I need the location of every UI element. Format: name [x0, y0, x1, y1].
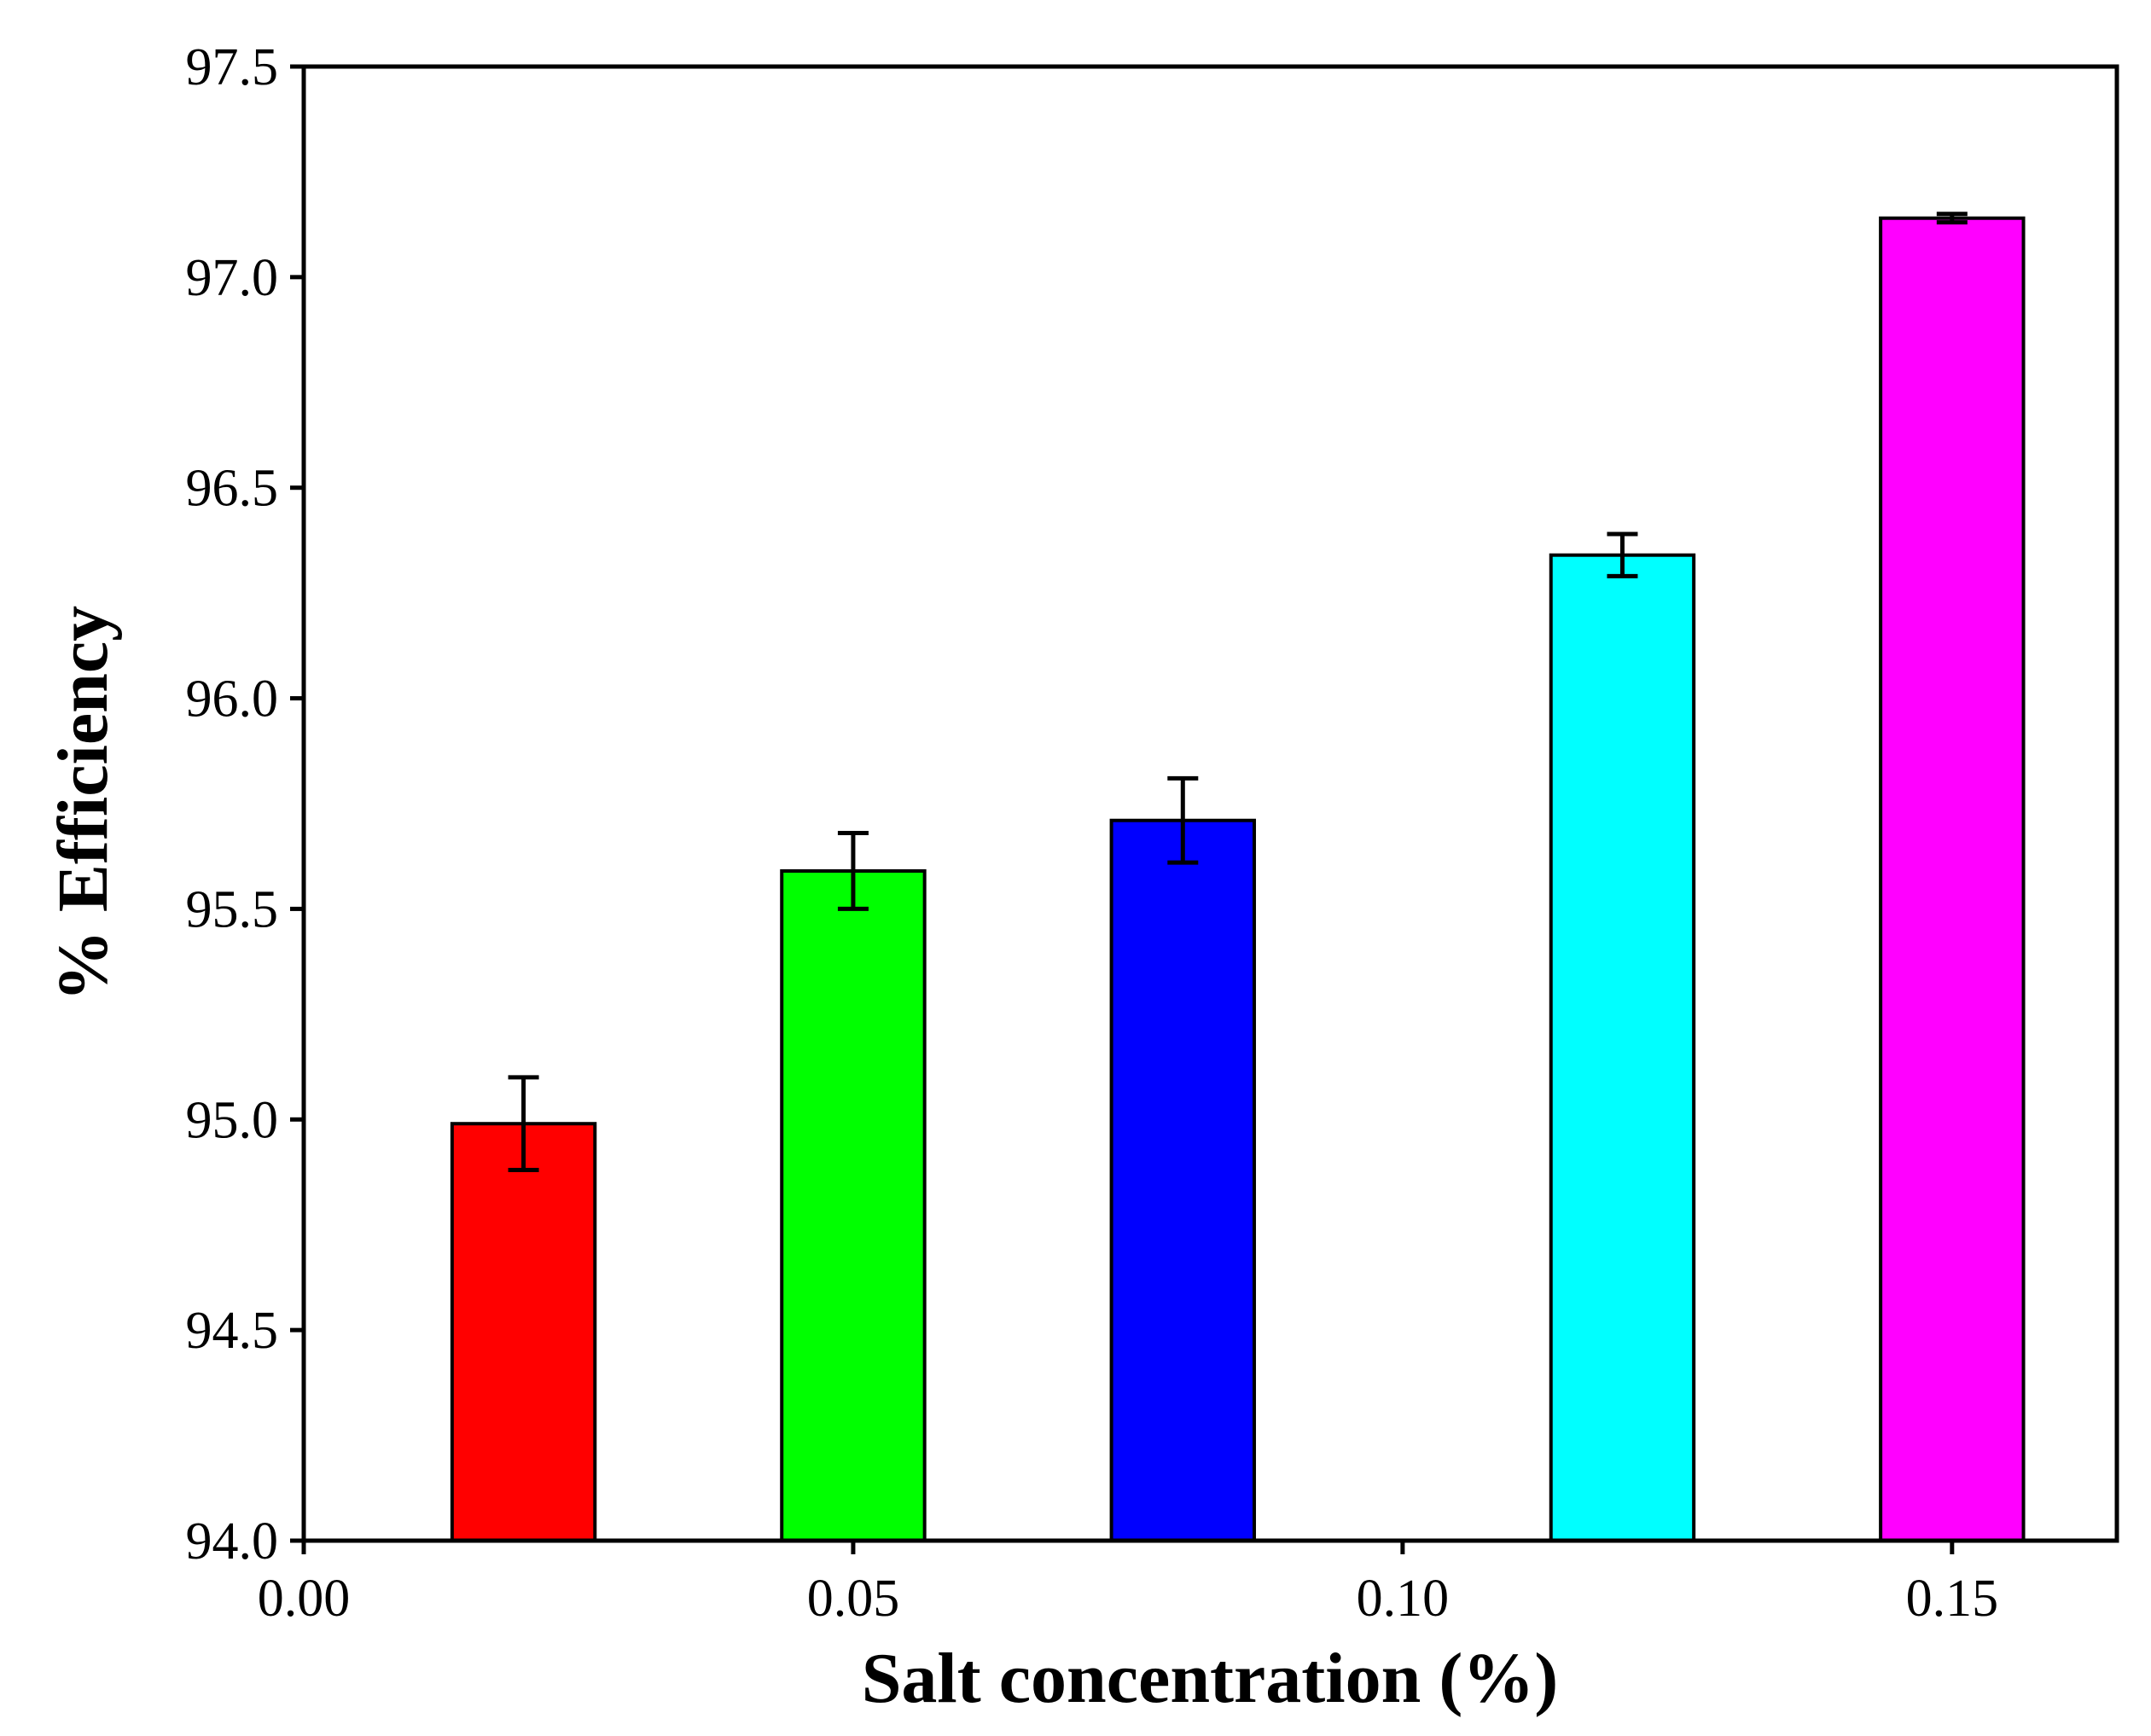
y-tick-label-8: 97.5	[186, 38, 279, 96]
x-tick-label-3: 0.10	[1357, 1570, 1450, 1628]
x-tick-label-4: 0.15	[1906, 1570, 1999, 1628]
y-tick-label-1: 94.0	[186, 1512, 279, 1571]
bar-2	[780, 868, 927, 1542]
bar-4	[1549, 553, 1696, 1542]
y-tick-labels: 94.0 94.5 95.0 95.5 96.0 96.5 97.0 97.5	[186, 38, 279, 1571]
y-tick-label-3: 95.0	[186, 1091, 279, 1149]
ticks-layer	[290, 64, 1955, 1554]
error-bars-layer	[508, 212, 1968, 1173]
bar-3	[1109, 818, 1257, 1542]
bar-5	[1879, 216, 2026, 1542]
y-tick-label-4: 95.5	[186, 880, 279, 938]
bar-1	[450, 1122, 597, 1543]
x-tick-label-1: 0.00	[258, 1570, 351, 1628]
y-axis-title: % Efficiency	[44, 606, 123, 1002]
x-tick-labels: 0.00 0.05 0.10 0.15	[258, 1570, 1998, 1628]
y-tick-label-6: 96.5	[186, 460, 279, 518]
y-tick-label-5: 96.0	[186, 671, 279, 729]
x-axis-title: Salt concentration (%)	[862, 1639, 1559, 1718]
plot-frame	[301, 64, 2119, 1543]
y-tick-label-2: 94.5	[186, 1302, 279, 1360]
y-tick-label-7: 97.0	[186, 249, 279, 307]
x-tick-label-2: 0.05	[807, 1570, 900, 1628]
